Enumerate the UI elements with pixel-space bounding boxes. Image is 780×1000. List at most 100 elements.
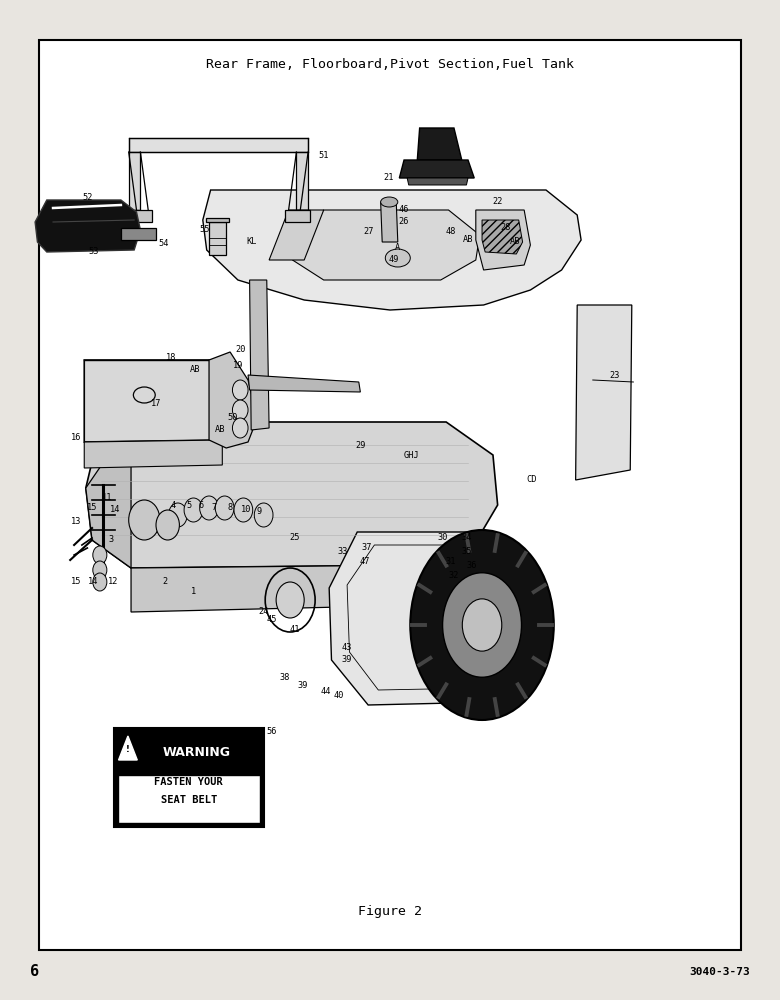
- Circle shape: [234, 498, 253, 522]
- Polygon shape: [407, 178, 468, 185]
- Text: 43: 43: [342, 644, 353, 652]
- Text: 15: 15: [87, 504, 98, 512]
- Text: 10: 10: [240, 506, 251, 514]
- Text: AB: AB: [509, 237, 520, 246]
- Polygon shape: [84, 360, 222, 442]
- Text: 32: 32: [448, 570, 459, 580]
- Ellipse shape: [381, 197, 398, 207]
- Text: 31: 31: [445, 558, 456, 566]
- Text: 19: 19: [232, 360, 243, 369]
- Circle shape: [254, 503, 273, 527]
- Polygon shape: [86, 422, 131, 568]
- Polygon shape: [209, 222, 226, 255]
- Text: 35: 35: [461, 548, 472, 556]
- Text: 36: 36: [466, 560, 477, 570]
- Text: 27: 27: [363, 228, 374, 236]
- Text: 8: 8: [228, 504, 232, 512]
- Text: FASTEN YOUR: FASTEN YOUR: [154, 777, 223, 787]
- Polygon shape: [206, 218, 229, 222]
- Polygon shape: [129, 152, 140, 210]
- Text: WARNING: WARNING: [162, 746, 231, 758]
- Text: 39: 39: [297, 680, 308, 690]
- Text: 30: 30: [438, 534, 448, 542]
- FancyBboxPatch shape: [39, 40, 741, 950]
- Text: 21: 21: [383, 174, 394, 182]
- Text: 15: 15: [71, 578, 82, 586]
- Polygon shape: [476, 210, 530, 270]
- Text: 47: 47: [360, 558, 370, 566]
- Text: 9: 9: [257, 508, 261, 516]
- Text: 51: 51: [318, 150, 329, 159]
- Polygon shape: [381, 202, 398, 242]
- Circle shape: [200, 496, 218, 520]
- Text: 28: 28: [500, 224, 511, 232]
- Text: 4: 4: [171, 500, 176, 510]
- Text: 34: 34: [461, 534, 472, 542]
- Text: 16: 16: [71, 434, 82, 442]
- Text: 18: 18: [166, 354, 177, 362]
- Text: 6: 6: [199, 500, 204, 510]
- Text: 44: 44: [321, 688, 332, 696]
- Polygon shape: [129, 138, 308, 152]
- Polygon shape: [399, 160, 474, 178]
- Text: 38: 38: [279, 674, 290, 682]
- Text: Rear Frame, Floorboard,Pivot Section,Fuel Tank: Rear Frame, Floorboard,Pivot Section,Fue…: [206, 58, 574, 72]
- Text: 50: 50: [227, 414, 238, 422]
- Text: 55: 55: [199, 226, 210, 234]
- Text: 7: 7: [212, 504, 217, 512]
- Text: 24: 24: [258, 607, 269, 616]
- Ellipse shape: [410, 530, 554, 720]
- Text: 14: 14: [110, 506, 121, 514]
- Text: 41: 41: [289, 626, 300, 635]
- Text: 20: 20: [235, 346, 246, 355]
- Text: 40: 40: [334, 690, 345, 700]
- Text: 2: 2: [163, 578, 168, 586]
- Polygon shape: [292, 210, 480, 280]
- Polygon shape: [269, 210, 324, 260]
- Text: AB: AB: [215, 426, 225, 434]
- Text: GHJ: GHJ: [404, 450, 420, 460]
- Text: 48: 48: [445, 228, 456, 236]
- Polygon shape: [209, 352, 257, 448]
- Circle shape: [184, 498, 203, 522]
- Text: 1: 1: [191, 587, 196, 596]
- Ellipse shape: [385, 249, 410, 267]
- Text: CD: CD: [526, 476, 537, 485]
- Text: 3040-3-73: 3040-3-73: [690, 967, 750, 977]
- Text: 29: 29: [355, 440, 366, 450]
- FancyBboxPatch shape: [114, 728, 264, 827]
- Text: 3: 3: [108, 536, 113, 544]
- Polygon shape: [482, 220, 523, 254]
- Polygon shape: [126, 210, 152, 222]
- Polygon shape: [131, 565, 425, 612]
- Text: 25: 25: [289, 534, 300, 542]
- Text: 26: 26: [399, 218, 410, 227]
- Circle shape: [156, 510, 179, 540]
- Ellipse shape: [463, 599, 502, 651]
- Text: 56: 56: [266, 728, 277, 736]
- Text: A: A: [395, 243, 400, 252]
- Text: 14: 14: [88, 578, 99, 586]
- Polygon shape: [121, 228, 156, 240]
- Circle shape: [93, 546, 107, 564]
- Circle shape: [93, 561, 107, 579]
- Polygon shape: [296, 152, 308, 210]
- Polygon shape: [35, 200, 140, 252]
- Text: 22: 22: [492, 198, 503, 207]
- Polygon shape: [329, 532, 524, 705]
- Circle shape: [276, 582, 304, 618]
- Text: 11: 11: [102, 493, 113, 502]
- Circle shape: [232, 380, 248, 400]
- Circle shape: [129, 500, 160, 540]
- Text: KL: KL: [246, 237, 257, 246]
- Text: Figure 2: Figure 2: [358, 906, 422, 918]
- Circle shape: [93, 573, 107, 591]
- Polygon shape: [417, 128, 462, 160]
- Text: 39: 39: [342, 656, 353, 664]
- Text: 17: 17: [151, 398, 161, 408]
- Text: 54: 54: [158, 238, 169, 247]
- Text: 45: 45: [266, 615, 277, 624]
- Text: 33: 33: [338, 548, 349, 556]
- Polygon shape: [203, 190, 581, 310]
- Circle shape: [168, 503, 187, 527]
